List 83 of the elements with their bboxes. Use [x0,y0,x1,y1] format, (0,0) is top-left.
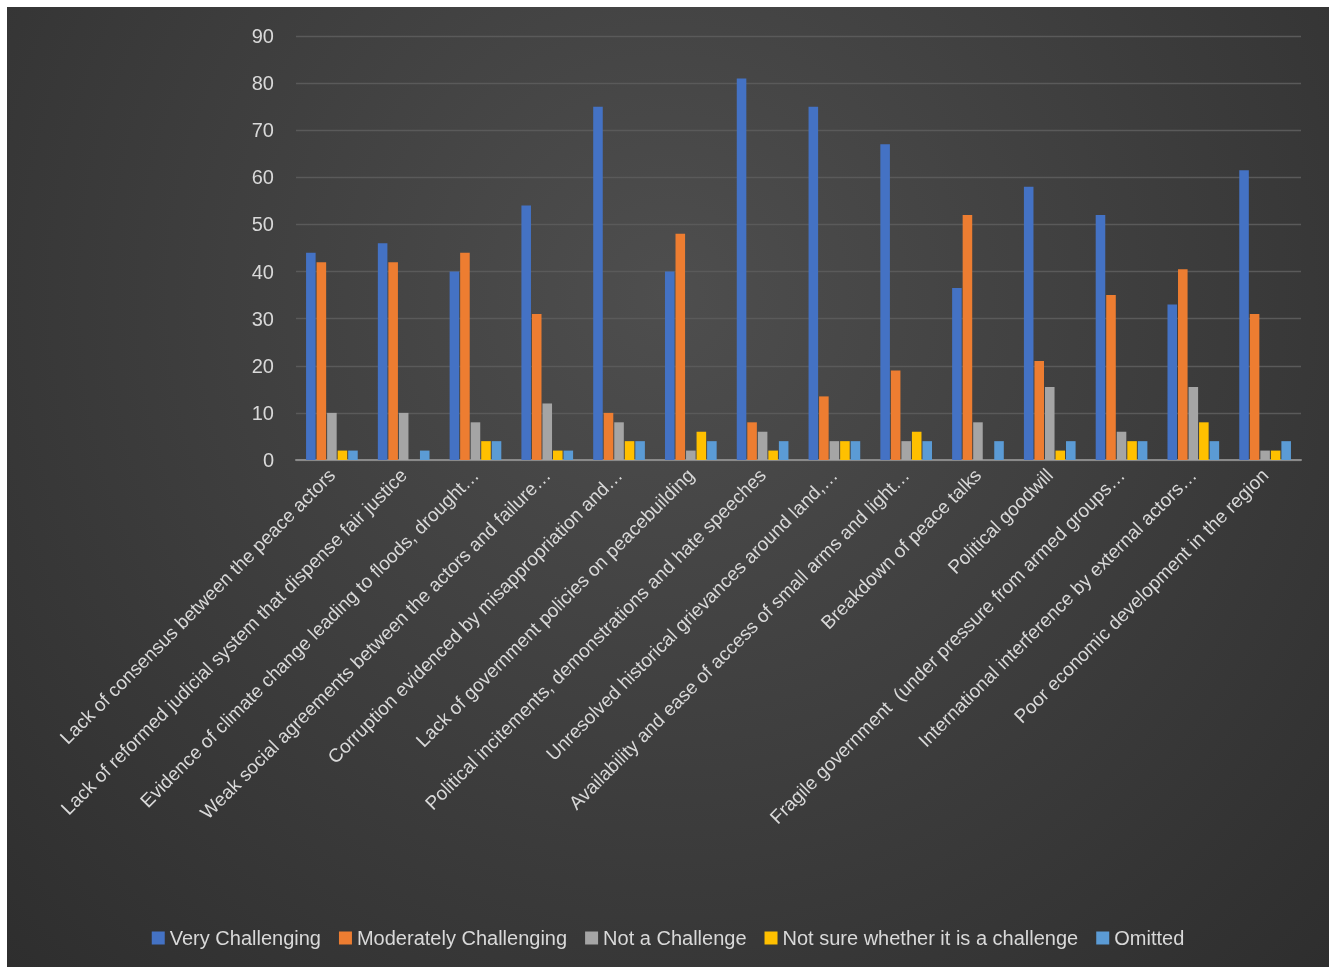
bar [994,441,1004,460]
bar [348,450,358,460]
bar [377,243,388,460]
bar [675,233,686,460]
y-tick-label: 10 [251,401,274,424]
bar [819,396,829,460]
bar [840,441,850,460]
bar [952,288,962,460]
bar [1055,450,1066,460]
bar [1260,450,1270,460]
bar [624,441,635,460]
y-tick-label: 70 [251,119,274,142]
y-tick-label: 80 [251,72,274,95]
bar [460,252,470,460]
bar [664,271,675,460]
bar [707,441,717,460]
y-tick-label: 90 [251,25,274,47]
bar [757,431,768,460]
bar [778,441,789,460]
legend-label: Not sure whether it is a challenge [782,927,1079,949]
legend-label: Not a Challenge [603,927,747,949]
bar [306,252,316,460]
bar [1188,386,1199,460]
y-tick-label: 20 [251,354,274,377]
bar [470,422,481,460]
legend-label: Moderately Challenging [356,927,568,949]
bar [1249,313,1260,460]
y-tick-label: 0 [262,449,274,471]
y-tick-label: 50 [251,213,274,236]
bar [552,450,563,460]
bar [1095,215,1106,460]
bar [808,106,819,460]
bar [768,450,778,460]
bar [1034,361,1045,460]
bar [337,450,348,460]
bar [398,412,409,460]
bar [603,412,614,460]
bar [449,271,460,460]
bar [736,78,747,460]
bar [890,370,901,460]
bar [563,450,574,460]
bar [696,431,707,460]
bar [973,422,983,460]
y-tick-label: 40 [251,260,274,283]
bar [911,431,922,460]
bar [1281,441,1291,460]
bar [1137,441,1148,460]
bar [880,144,890,460]
bar [481,441,491,460]
bar [686,450,696,460]
bar [1106,295,1116,460]
bar [1127,441,1137,460]
bar [635,441,645,460]
y-tick-label: 60 [251,166,274,189]
bar [1116,431,1127,460]
y-tick-label: 30 [251,307,274,330]
bar [1270,450,1281,460]
bar [1167,304,1178,460]
bar [316,262,327,460]
bar [829,441,840,460]
bar [327,412,337,460]
bar [747,422,757,460]
bar [542,403,553,460]
bar [1066,441,1076,460]
legend-label: Very Challenging [169,927,321,949]
bar [962,215,973,460]
bar [521,205,531,460]
bar [1023,186,1034,460]
bar [593,106,603,460]
bar [1178,269,1188,460]
bar [1239,170,1249,460]
legend-label: Omitted [1114,927,1185,949]
bar [1209,441,1220,460]
bar [531,313,542,460]
bar [901,441,911,460]
bar [388,262,398,460]
bar [922,441,933,460]
bar [850,441,861,460]
bar [1199,422,1209,460]
bar [491,441,502,460]
bar [419,450,430,460]
bar [1044,386,1055,460]
bar [614,422,624,460]
